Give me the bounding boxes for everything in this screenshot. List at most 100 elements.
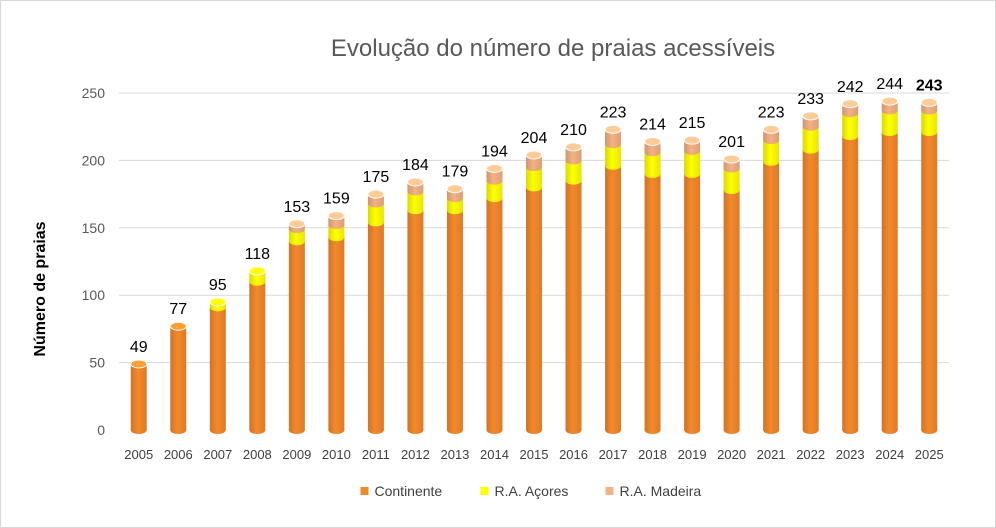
bar-top-cap — [169, 321, 187, 331]
x-tick-label: 2016 — [559, 447, 588, 462]
bar-top-cap — [209, 297, 227, 307]
x-tick-label: 2024 — [875, 447, 904, 462]
bar-segment — [565, 180, 582, 430]
x-tick-label: 2011 — [362, 447, 390, 462]
bar-top-cap — [723, 154, 741, 164]
bar-segment-base — [763, 136, 780, 145]
bar-segment-base — [684, 426, 701, 434]
bars — [130, 96, 938, 434]
bar-segment — [526, 167, 542, 188]
bar-segment — [842, 103, 859, 114]
bar-stack-2018 — [644, 137, 662, 434]
bar-segment-base — [644, 426, 661, 434]
bar-segment-base — [881, 128, 898, 137]
bar-segment-base — [288, 426, 305, 434]
bar-segment — [921, 110, 938, 133]
bar-segment — [921, 132, 938, 431]
bar-segment — [605, 165, 622, 431]
total-label: 179 — [442, 164, 469, 181]
bar-segment — [407, 191, 424, 211]
bar-stack-2006 — [169, 321, 187, 434]
total-label: 242 — [837, 79, 864, 96]
x-tick-label: 2022 — [796, 447, 825, 462]
x-tick-label: 2010 — [322, 447, 351, 462]
bar-top-cap — [604, 124, 622, 134]
x-tick-label: 2021 — [757, 447, 786, 462]
bar-segment-base — [881, 106, 898, 115]
bar-segment — [328, 215, 345, 226]
bar-segment — [802, 149, 819, 430]
x-tick-label: 2025 — [915, 447, 944, 462]
x-tick-label: 2018 — [638, 447, 667, 462]
bar-segment — [526, 187, 542, 430]
bar-segment — [723, 168, 740, 191]
total-label: 118 — [245, 246, 271, 263]
bar-segment — [249, 281, 266, 430]
bar-segment-base — [288, 237, 305, 246]
bar-segment-base — [367, 218, 384, 227]
bar-segment — [209, 307, 226, 430]
bar-segment-base — [209, 426, 226, 434]
bar-segment-base — [605, 140, 622, 149]
bar-segment — [407, 181, 424, 192]
bar-stack-2009 — [288, 219, 306, 434]
bar-segment — [367, 203, 384, 223]
bar-segment-base — [921, 426, 938, 434]
bar-segment — [842, 136, 859, 431]
x-tick-label: 2009 — [282, 447, 311, 462]
bar-top-cap — [327, 211, 345, 221]
bar-segment-base — [644, 169, 661, 178]
bar-segment-base — [723, 426, 740, 434]
bar-top-cap — [248, 266, 266, 276]
bar-segment-base — [446, 194, 463, 203]
total-label: 214 — [639, 117, 666, 134]
bar-segment-base — [407, 426, 424, 434]
bar-segment-base — [367, 199, 384, 208]
bar-segment — [723, 190, 740, 430]
y-tick-label: 100 — [82, 287, 106, 303]
total-label: 244 — [876, 76, 903, 93]
bar-stack-2014 — [485, 163, 503, 434]
total-label: 175 — [363, 169, 390, 186]
bar-segment-base — [526, 163, 542, 172]
bar-segment — [446, 210, 463, 430]
bar-segment-base — [249, 426, 266, 434]
total-label: 201 — [718, 134, 745, 151]
y-tick-label: 0 — [97, 422, 105, 438]
bar-segment-base — [763, 426, 780, 434]
y-tick-label: 250 — [82, 85, 106, 101]
bar-segment-base — [684, 146, 701, 155]
total-label: 223 — [758, 104, 785, 121]
legend: Continente R.A. Açores R.A. Madeira — [360, 483, 701, 499]
legend-swatch — [480, 487, 489, 495]
x-tick-label: 2008 — [243, 447, 272, 462]
bar-segment — [367, 222, 384, 430]
total-label: 204 — [521, 130, 548, 147]
bar-segment — [644, 173, 661, 430]
bar-segment-base — [407, 187, 424, 196]
total-labels: 49 77 95 118 153 159 175 184 179 194 204 210 223 214 2… — [130, 76, 943, 356]
bar-stack-2017 — [604, 124, 622, 434]
total-label: 210 — [560, 122, 587, 139]
bar-segment — [565, 160, 582, 181]
x-tick-label: 2012 — [401, 447, 430, 462]
bar-segment — [130, 363, 147, 430]
total-label: 233 — [797, 91, 824, 108]
bar-stack-2023 — [841, 99, 859, 434]
bar-segment-base — [130, 426, 147, 434]
bar-segment-base — [921, 128, 938, 137]
bar-segment — [881, 110, 898, 133]
bar-segment-base — [802, 145, 819, 154]
bar-segment — [763, 161, 780, 431]
bar-segment-base — [565, 156, 582, 165]
total-label: 243 — [916, 77, 943, 94]
legend-item: R.A. Madeira — [605, 483, 701, 499]
legend-swatch — [360, 487, 369, 495]
bar-segment — [644, 152, 661, 174]
total-label: 184 — [402, 157, 429, 174]
bar-stack-2010 — [327, 211, 345, 434]
bar-stack-2007 — [209, 297, 227, 434]
bar-stack-2015 — [525, 150, 543, 434]
bar-segment — [328, 237, 345, 430]
y-axis-ticks: 0 50 100 150 200 250 — [82, 85, 106, 438]
